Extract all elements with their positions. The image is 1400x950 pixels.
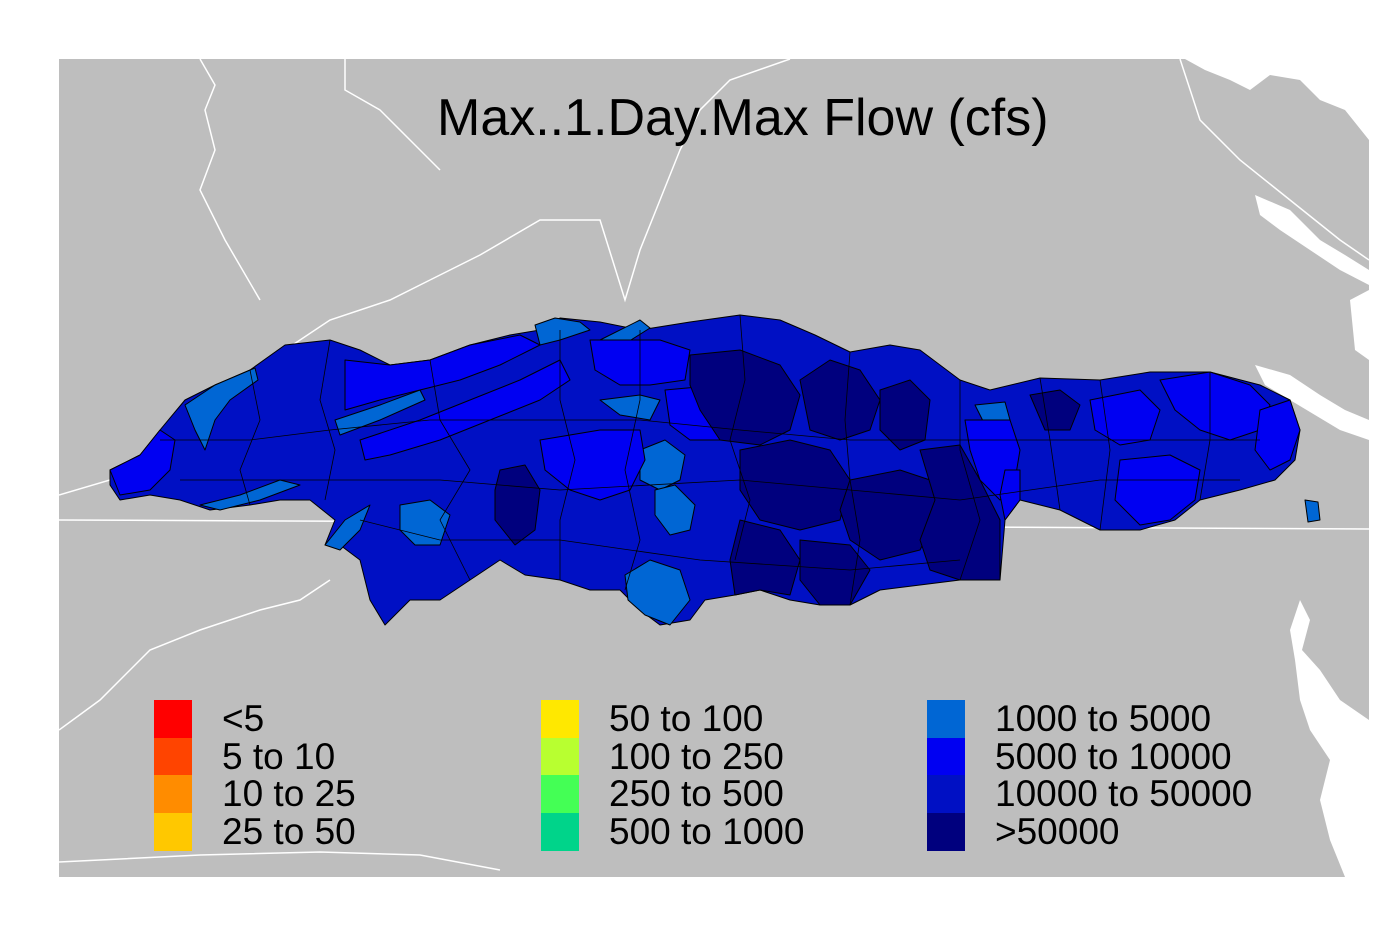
legend-swatch <box>927 775 965 813</box>
legend-swatch <box>154 775 192 813</box>
watershed-subbasin <box>1254 399 1301 471</box>
map-panel: Max..1.Day.Max Flow (cfs) <5 5 to 10 10 to… <box>59 59 1369 877</box>
legend-swatch <box>927 700 965 738</box>
legend-label: 5 to 10 <box>222 735 336 777</box>
legend-swatch <box>541 812 579 851</box>
watershed-subbasin <box>109 429 176 496</box>
legend-label: 50 to 100 <box>609 698 764 739</box>
subbasin-divide <box>844 351 861 606</box>
watershed-subbasin <box>999 469 1021 521</box>
legend-swatch <box>927 812 965 851</box>
legend-swatch <box>927 737 965 776</box>
watershed-subbasin <box>839 469 941 561</box>
watershed-map <box>59 59 1369 877</box>
watershed-subbasin <box>324 504 371 551</box>
watershed-subbasin <box>689 349 801 446</box>
map-title: Max..1.Day.Max Flow (cfs) <box>437 89 1049 147</box>
watershed-subbasin <box>344 334 541 411</box>
subbasin-divide <box>239 369 261 506</box>
watershed-regions <box>109 314 1321 626</box>
legend-swatch <box>541 700 579 738</box>
legend-label: 5000 to 10000 <box>995 735 1232 777</box>
legend-label: >50000 <box>995 810 1120 852</box>
subbasin-divide <box>729 314 751 561</box>
watershed-subbasin <box>799 359 881 441</box>
subbasin-divide <box>319 339 336 501</box>
coastal-water <box>1185 59 1369 877</box>
watershed-subbasin <box>1114 454 1201 526</box>
legend-swatch <box>154 737 192 776</box>
legend-label: 25 to 50 <box>222 810 356 852</box>
watershed-subbasin <box>599 394 661 421</box>
subbasin-divide <box>359 519 961 571</box>
subbasin-divide <box>959 380 981 581</box>
legend-label: 1000 to 5000 <box>995 698 1212 739</box>
watershed-subbasin <box>1029 389 1081 431</box>
legend-label: 250 to 500 <box>609 773 784 814</box>
subbasin-divide <box>1099 379 1111 531</box>
watershed-subbasin <box>334 389 426 436</box>
legend-label: 100 to 250 <box>609 735 784 777</box>
legend-swatch <box>541 737 579 776</box>
watershed-subbasin <box>654 484 696 536</box>
legend-label: 10 to 25 <box>222 773 356 814</box>
subbasin-divide <box>624 330 641 591</box>
watershed-subbasin <box>199 479 301 511</box>
subbasin-divide <box>180 479 1240 501</box>
legend-label: 500 to 1000 <box>609 810 805 852</box>
watershed-subbasin <box>494 464 541 546</box>
legend-swatch <box>541 775 579 813</box>
watershed-subbasin <box>919 444 1001 581</box>
watershed-subbasin <box>624 559 691 626</box>
watershed-subbasin <box>184 367 259 451</box>
legend-label: <5 <box>222 698 265 739</box>
subbasin-divide <box>160 419 1260 441</box>
watershed-subbasin <box>1304 499 1321 523</box>
watershed-subbasin <box>539 429 646 501</box>
watershed-subbasin <box>729 519 801 596</box>
watershed-subbasin <box>639 439 686 491</box>
watershed-subbasin <box>359 359 571 461</box>
legend-label: 10000 to 50000 <box>995 773 1253 814</box>
legend-swatch <box>154 812 192 851</box>
legend-swatch <box>154 700 192 738</box>
